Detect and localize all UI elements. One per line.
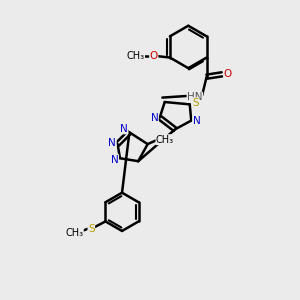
- Text: S: S: [88, 224, 94, 234]
- Text: N: N: [193, 116, 200, 126]
- Text: CH₃: CH₃: [156, 135, 174, 145]
- Text: N: N: [111, 155, 119, 165]
- Text: O: O: [150, 51, 158, 61]
- Text: N: N: [151, 112, 158, 123]
- Text: S: S: [192, 98, 199, 108]
- Text: O: O: [224, 69, 232, 79]
- Text: CH₃: CH₃: [65, 228, 83, 238]
- Text: N: N: [120, 124, 128, 134]
- Text: HN: HN: [187, 92, 202, 102]
- Text: N: N: [108, 138, 116, 148]
- Text: CH₃: CH₃: [126, 51, 145, 61]
